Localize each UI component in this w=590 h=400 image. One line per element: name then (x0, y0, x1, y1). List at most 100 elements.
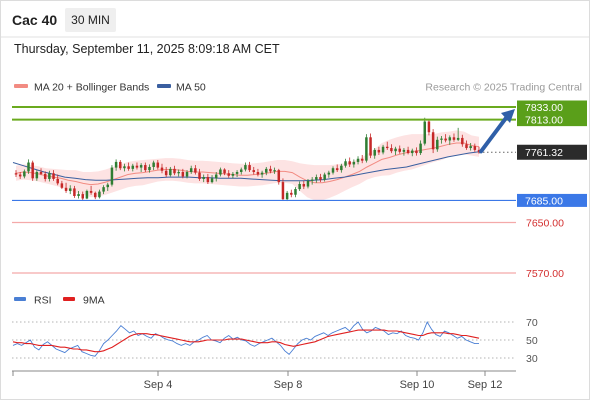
candle-body (94, 192, 97, 198)
candle (310, 177, 314, 185)
candle (465, 140, 468, 150)
candle (169, 166, 172, 177)
legend-swatch-ma50 (157, 84, 171, 88)
candle (77, 190, 80, 199)
candle-body (461, 137, 464, 145)
candle (160, 163, 164, 174)
candle (114, 159, 118, 171)
candle-body (48, 173, 51, 179)
ma50-line (12, 151, 480, 182)
candle-body (73, 188, 76, 196)
candle (18, 172, 22, 179)
candle-body (340, 165, 343, 171)
candle-body (43, 173, 47, 179)
candle-body (39, 172, 43, 174)
candle-body (335, 168, 339, 171)
rsi-tick-label: 50 (526, 335, 538, 347)
candle (68, 185, 72, 195)
candle-body (89, 190, 93, 193)
candle-body (294, 189, 297, 195)
candle-body (477, 149, 481, 153)
candle (315, 174, 318, 183)
candle-body (119, 161, 122, 169)
candle (436, 136, 439, 152)
candle (377, 146, 381, 155)
candle (102, 185, 105, 195)
candle-body (181, 172, 185, 177)
candle-body (210, 178, 214, 183)
candle (319, 173, 322, 183)
candle-body (327, 172, 331, 175)
candle (473, 143, 477, 152)
datetime-label: Thursday, September 11, 2025 8:09:18 AM … (14, 42, 280, 56)
candle (302, 180, 306, 190)
legend-swatch-9ma (63, 297, 75, 301)
candle (348, 157, 351, 167)
candle (265, 166, 268, 176)
candle (285, 190, 289, 202)
candle (423, 117, 427, 146)
candle (406, 146, 410, 155)
level-label-pivot: 7685.00 (525, 195, 563, 207)
legend-swatch-rsi (14, 297, 26, 301)
candle (60, 180, 64, 190)
candle (469, 142, 472, 151)
candle (402, 148, 406, 156)
candle-body (390, 148, 393, 152)
candle (152, 160, 155, 171)
candle-body (415, 150, 418, 154)
candle (127, 162, 130, 171)
candle-body (173, 168, 176, 174)
candle (244, 162, 247, 172)
candle (214, 172, 218, 182)
candle (235, 170, 239, 178)
candle-body (23, 171, 26, 177)
candle (64, 182, 68, 193)
rsi-tick-label: 70 (526, 317, 538, 329)
candle-body (365, 137, 368, 161)
legend-swatch-ma20 (14, 84, 28, 88)
candle-body (436, 139, 439, 150)
candle (444, 134, 447, 143)
candle (164, 166, 168, 178)
candle-body (198, 172, 201, 179)
candle (360, 154, 364, 164)
candle-body (35, 172, 39, 179)
candle-body (285, 192, 289, 200)
candle-body (310, 179, 314, 181)
candle (369, 133, 372, 159)
candle-body (56, 178, 59, 184)
candle (48, 170, 51, 182)
candle-body (419, 143, 422, 154)
candle (269, 165, 272, 174)
time-axis-ticks: Sep 4 Sep 8 Sep 10 Sep 12 (12, 371, 502, 391)
candle (85, 189, 89, 200)
candle-body (223, 169, 226, 174)
candle-body (406, 149, 410, 154)
candle (73, 185, 76, 198)
rsi-plot: 70 50 30 (12, 317, 538, 365)
candle-body (231, 173, 235, 176)
candle-body (85, 190, 89, 199)
candle-body (427, 121, 431, 133)
candle (411, 148, 414, 157)
candle (461, 134, 464, 147)
candle (156, 160, 160, 170)
candle (248, 161, 251, 173)
candle (373, 148, 376, 159)
candle (260, 170, 264, 178)
timeframe-button[interactable]: 30 MIN (65, 8, 116, 32)
candle-body (194, 168, 197, 173)
candle-body (473, 146, 477, 150)
candle (39, 168, 43, 176)
candle (210, 175, 214, 184)
candle (281, 178, 285, 202)
candle-body (164, 170, 168, 176)
candle (194, 165, 197, 175)
candle-body (177, 172, 180, 174)
candle (331, 166, 335, 175)
candle (123, 163, 126, 172)
